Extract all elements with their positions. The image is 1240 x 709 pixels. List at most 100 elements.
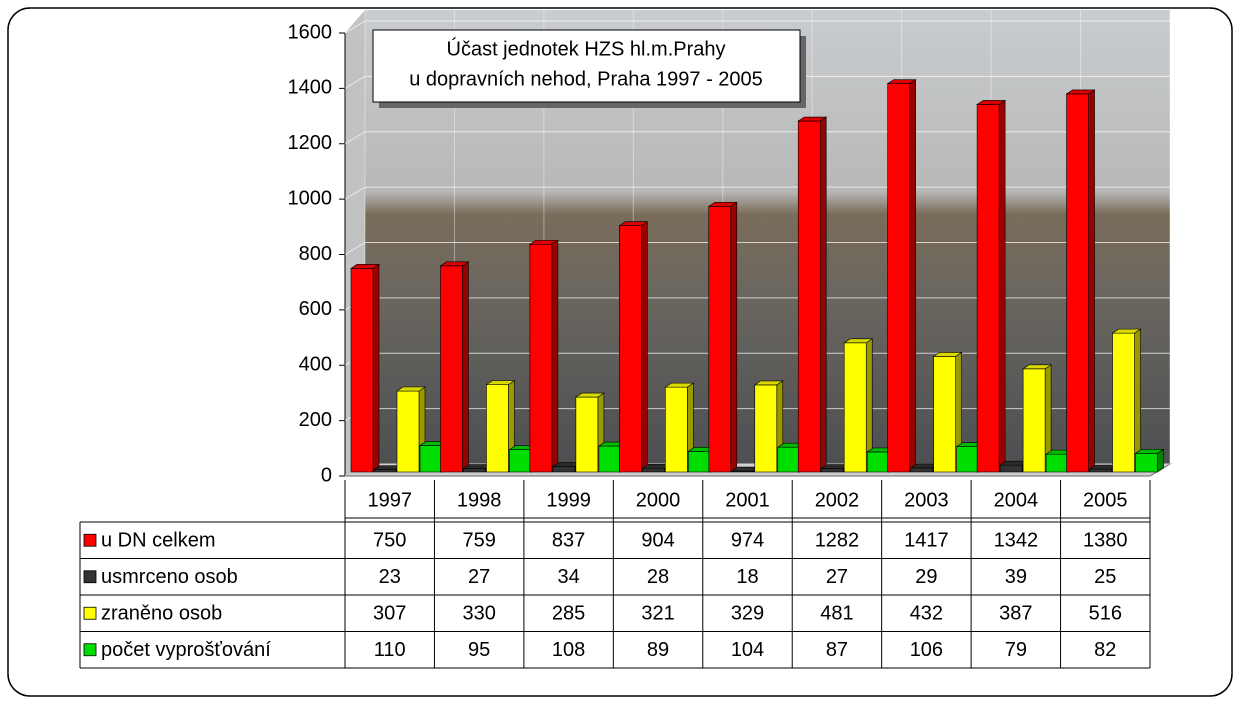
table-value: 285 bbox=[552, 603, 585, 625]
y-tick-label: 1400 bbox=[288, 77, 333, 99]
bar-top bbox=[574, 392, 605, 398]
table-value: 89 bbox=[647, 639, 669, 661]
table-value: 1417 bbox=[904, 530, 949, 552]
table-value: 95 bbox=[468, 639, 490, 661]
bar bbox=[665, 386, 688, 473]
bar-top bbox=[396, 386, 426, 392]
bar-top bbox=[976, 100, 1007, 105]
bar-side bbox=[998, 99, 1006, 473]
bar bbox=[999, 464, 1023, 473]
bar-top bbox=[350, 264, 380, 269]
table-value: 759 bbox=[462, 530, 495, 552]
x-tick-label: 1999 bbox=[546, 489, 591, 511]
bar-top bbox=[753, 380, 784, 386]
y-tick-label: 1200 bbox=[288, 132, 333, 154]
bar bbox=[1112, 332, 1135, 473]
bar-top bbox=[1022, 364, 1053, 370]
x-tick-label: 2000 bbox=[636, 489, 681, 511]
bar bbox=[708, 206, 732, 473]
bar bbox=[552, 466, 576, 473]
table-value: 29 bbox=[915, 566, 937, 588]
bar bbox=[598, 445, 622, 473]
bar-side bbox=[372, 263, 380, 473]
bar bbox=[777, 446, 801, 473]
table-value: 1282 bbox=[815, 530, 860, 552]
bars bbox=[350, 79, 1165, 473]
bar bbox=[1089, 468, 1112, 473]
table-value: 87 bbox=[826, 639, 848, 661]
grid-line bbox=[344, 131, 366, 145]
bar bbox=[509, 449, 532, 473]
bar bbox=[866, 451, 890, 473]
bar-side bbox=[641, 221, 648, 473]
table-value: 516 bbox=[1089, 603, 1122, 625]
table-value: 432 bbox=[910, 603, 943, 625]
bar bbox=[619, 225, 642, 473]
bar-side bbox=[730, 201, 738, 473]
table-value: 106 bbox=[910, 639, 943, 661]
legend-label: usmrceno osob bbox=[101, 566, 238, 588]
bar bbox=[419, 445, 443, 473]
legend-swatch bbox=[83, 606, 97, 620]
table-value: 387 bbox=[999, 603, 1032, 625]
grid-line bbox=[344, 186, 366, 200]
bar-side bbox=[819, 116, 827, 473]
bar-top bbox=[932, 352, 963, 357]
bar-top bbox=[797, 116, 828, 122]
table-value: 481 bbox=[820, 603, 853, 625]
bar-top bbox=[485, 380, 516, 385]
table-value: 79 bbox=[1005, 639, 1027, 661]
legend-label: počet vyprošťování bbox=[101, 639, 271, 661]
table-value: 974 bbox=[731, 530, 764, 552]
legend-label: zraněno osob bbox=[101, 603, 222, 625]
bar-side bbox=[1088, 89, 1095, 473]
bar bbox=[396, 390, 420, 473]
x-tick-label: 2002 bbox=[815, 489, 860, 511]
bar-side bbox=[462, 261, 469, 473]
y-tick-label: 1600 bbox=[288, 21, 333, 43]
title-box: Účast jednotek HZS hl.m.Prahy u dopravní… bbox=[372, 29, 806, 108]
x-tick-label: 1998 bbox=[457, 489, 502, 511]
bar-top bbox=[1111, 328, 1142, 334]
bar bbox=[575, 396, 599, 473]
table-value: 108 bbox=[552, 639, 585, 661]
table-value: 39 bbox=[1005, 566, 1027, 588]
table-value: 27 bbox=[468, 566, 490, 588]
bar bbox=[440, 265, 463, 473]
bar-top bbox=[707, 202, 738, 207]
bar bbox=[486, 384, 509, 473]
bar bbox=[1066, 93, 1089, 473]
bar-top bbox=[1065, 89, 1096, 95]
legend-swatch bbox=[83, 643, 97, 657]
table-value: 329 bbox=[731, 603, 764, 625]
y-tick-label: 200 bbox=[299, 409, 332, 431]
table-value: 1342 bbox=[994, 530, 1039, 552]
bar-top bbox=[664, 382, 695, 388]
grid-line bbox=[344, 75, 366, 89]
legend-label: u DN celkem bbox=[101, 530, 215, 552]
chart-title: Účast jednotek HZS hl.m.Prahy bbox=[447, 37, 726, 60]
y-tick-label: 800 bbox=[299, 243, 332, 265]
table-value: 18 bbox=[736, 566, 758, 588]
x-tick-label: 1997 bbox=[367, 489, 412, 511]
table-value: 34 bbox=[557, 566, 579, 588]
bar bbox=[373, 469, 397, 473]
table-value: 750 bbox=[373, 530, 406, 552]
bar bbox=[463, 468, 486, 473]
table-value: 82 bbox=[1094, 639, 1116, 661]
table-value: 837 bbox=[552, 530, 585, 552]
legend-swatch bbox=[83, 570, 97, 584]
chart-title: u dopravních nehod, Praha 1997 - 2005 bbox=[409, 68, 763, 90]
bar bbox=[350, 268, 374, 473]
bar bbox=[820, 468, 844, 473]
bar-top bbox=[618, 221, 649, 227]
bar-side bbox=[551, 239, 559, 473]
table-value: 307 bbox=[373, 603, 406, 625]
legend-swatch bbox=[83, 533, 97, 547]
table-value: 23 bbox=[379, 566, 401, 588]
table-value: 27 bbox=[826, 566, 848, 588]
bar bbox=[956, 446, 979, 473]
bar-top bbox=[843, 338, 874, 344]
grid-line bbox=[344, 242, 366, 255]
